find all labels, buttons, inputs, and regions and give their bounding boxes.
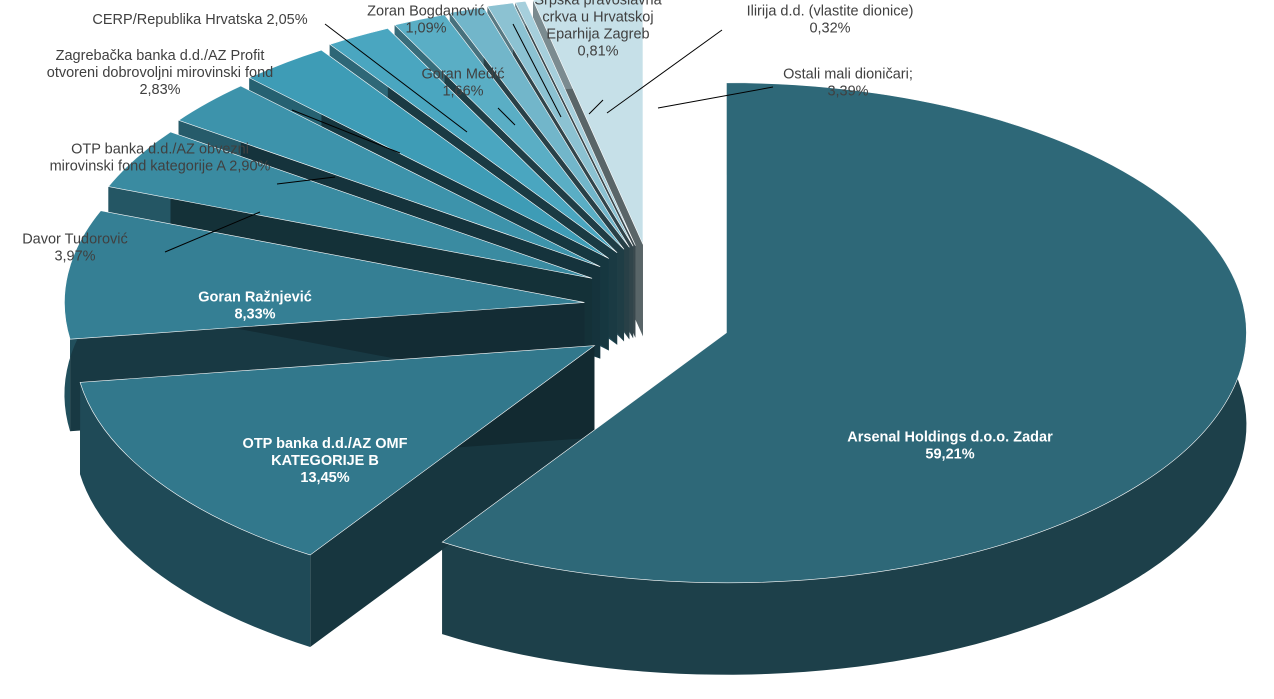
slice-label-line: 8,33% [234, 307, 275, 323]
slice-label-line: otvoreni dobrovoljni mirovinski fond [47, 65, 273, 81]
leader-line-12 [657, 86, 774, 109]
slice-label-line: Ostali mali dioničari; [783, 67, 913, 83]
slice-label-line: Davor Tudorović [22, 232, 128, 248]
leader-line-9 [512, 23, 562, 118]
slice-label-line: 13,45% [300, 470, 349, 486]
leader-line-6 [291, 109, 401, 154]
pie-slice-3 [64, 210, 585, 340]
slice-label-line: KATEGORIJE B [271, 453, 379, 469]
pie-slice-7 [329, 28, 618, 254]
slice-label-11: Ilirija d.d. (vlastite dionice) 0,32% [747, 4, 914, 37]
slice-label-line: Srpska pravoslavna [534, 0, 662, 9]
leader-line-5 [276, 176, 336, 185]
slice-label-line: 3,39% [827, 84, 868, 100]
pie-slice-2 [79, 345, 596, 556]
slice-label-line: 59,21% [925, 447, 974, 463]
slice-label-line: 1,09% [405, 21, 446, 37]
slice-label-line: OTP banka d.d./AZ OMF [243, 436, 408, 452]
leader-line-8 [497, 107, 516, 126]
slice-label-line: 0,32% [809, 21, 850, 37]
slice-label-6: Zagrebačka banka d.d./AZ Profit otvoreni … [47, 48, 273, 98]
slice-label-line: 3,97% [54, 249, 95, 265]
slice-label-line: Goran Ražnjević [198, 290, 312, 306]
pie-slice-8 [394, 14, 625, 250]
slice-label-line: crkva u Hrvatskoj [542, 10, 653, 26]
slice-label-3: Goran Ražnjević 8,33% [198, 290, 312, 323]
pie-slice-5 [177, 85, 601, 267]
slice-label-line: Ilirija d.d. (vlastite dionice) [747, 4, 914, 20]
slice-label-line: Arsenal Holdings d.o.o. Zadar [847, 430, 1053, 446]
slice-label-2: OTP banka d.d./AZ OMF KATEGORIJE B 13,45% [243, 436, 408, 486]
pie-slice-12 [532, 0, 644, 245]
slice-label-12: Ostali mali dioničari; 3,39% [783, 67, 913, 100]
leader-line-11 [606, 29, 723, 114]
slice-label-4: Davor Tudorović 3,97% [22, 232, 128, 265]
slice-label-line: CERP/Republika Hrvatska 2,05% [92, 12, 307, 28]
slice-label-line: Zagrebačka banka d.d./AZ Profit [56, 48, 265, 64]
pie-slice-11 [514, 0, 636, 246]
leader-line-10 [588, 99, 604, 115]
slice-label-1: Arsenal Holdings d.o.o. Zadar 59,21% [847, 430, 1053, 463]
slice-label-10: Srpska pravoslavna crkva u Hrvatskoj Eparh… [534, 0, 662, 60]
slice-label-line: OTP banka d.d./AZ obvezni [71, 142, 249, 158]
slice-label-line: Eparhija Zagreb [546, 27, 649, 43]
pie-slice-4 [107, 131, 593, 279]
pie-slice-1 [441, 82, 1247, 584]
slice-label-5: OTP banka d.d./AZ obvezni mirovinski fond… [50, 142, 271, 175]
pie-slice-6 [248, 49, 609, 259]
pie-slice-9 [449, 7, 630, 248]
pie-slice-10 [486, 2, 634, 247]
slice-label-line: 2,83% [139, 82, 180, 98]
slice-label-line: Zoran Bogdanović [367, 4, 485, 20]
slice-label-line: 0,81% [577, 44, 618, 60]
slice-label-9: Zoran Bogdanović 1,09% [367, 4, 485, 37]
leader-line-4 [164, 211, 261, 253]
leader-line-7 [324, 23, 468, 133]
slice-label-line: mirovinski fond kategorije A 2,90% [50, 159, 271, 175]
slice-label-line: Goran Medić [421, 67, 504, 83]
slice-label-8: Goran Medić 1,66% [421, 67, 504, 100]
slice-label-7: CERP/Republika Hrvatska 2,05% [92, 12, 307, 28]
slice-label-line: 1,66% [442, 84, 483, 100]
